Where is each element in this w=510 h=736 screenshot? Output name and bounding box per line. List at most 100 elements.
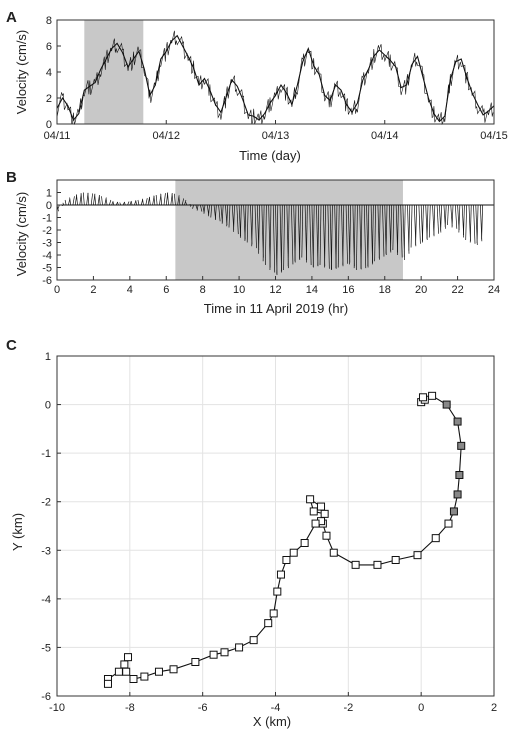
panel-b-vector-stick <box>440 204 443 231</box>
panel-c-marker <box>442 400 451 409</box>
panel-c-ytick-label: 1 <box>45 351 51 363</box>
panel-b-vector-stick <box>101 196 103 206</box>
panel-b-vector-stick <box>312 204 315 267</box>
panel-b-vector-stick <box>200 204 203 212</box>
panel-c-xtick-label: -10 <box>49 702 65 714</box>
panel-b-label: B <box>6 169 17 186</box>
panel-b-vector-stick <box>418 204 421 244</box>
panel-b-vector-stick <box>87 193 90 206</box>
panel-c-marker <box>269 609 278 618</box>
panel-c-marker <box>322 531 331 540</box>
panel-b-vector-stick <box>299 204 301 259</box>
panel-c-marker <box>311 519 320 528</box>
panel-b-ytick-label: -3 <box>42 238 52 250</box>
panel-b-vector-stick <box>363 204 367 269</box>
panel-b-ytick-label: -6 <box>42 275 52 287</box>
panel-c-marker <box>220 648 229 657</box>
panel-b-vector-stick <box>240 204 242 238</box>
panel-b-vector-stick <box>317 204 320 266</box>
panel-b-xtick-label: 10 <box>233 284 245 296</box>
panel-c-marker <box>320 509 329 518</box>
panel-b-vector-stick <box>130 200 133 206</box>
panel-c-marker <box>453 417 462 426</box>
panel-b-ytick-label: -2 <box>42 225 52 237</box>
panel-b-vector-stick <box>349 204 351 265</box>
panel-c-marker <box>457 441 466 450</box>
panel-b-vector-stick <box>287 204 290 267</box>
panel-b-vector-stick <box>469 204 472 243</box>
panel-c-marker <box>103 679 112 688</box>
panel-b-vector-stick <box>337 204 340 268</box>
panel-c-ytick-label: -3 <box>41 545 51 557</box>
panel-b-vector-stick <box>112 201 115 206</box>
panel-c-marker <box>300 539 309 547</box>
panel-c-xtick-label: -2 <box>343 702 353 714</box>
panel-b-vector-stick <box>372 204 374 263</box>
panel-b-xtick-label: 6 <box>163 284 169 296</box>
panel-b-vector-stick <box>184 199 187 206</box>
panel-b-xtick-label: 2 <box>90 284 96 296</box>
panel-c-xtick-label: -4 <box>271 702 281 714</box>
panel-b-vector-stick <box>181 198 185 206</box>
panel-c-ytick-label: -6 <box>41 691 51 703</box>
panel-c-marker <box>249 636 258 645</box>
panel-b-ytick-label: 1 <box>46 188 52 200</box>
panel-a: A 0 2 4 6 8 04/11 04/12 04/13 04/14 04/15 Time (d… <box>6 9 508 163</box>
panel-c-marker <box>140 672 149 681</box>
panel-c-marker <box>453 490 462 499</box>
panel-b-xtick-label: 16 <box>342 284 354 296</box>
panel-b-vector-stick <box>458 204 461 233</box>
panel-c-xlabel: X (km) <box>253 714 291 729</box>
panel-c-ytick-label: -5 <box>41 642 51 654</box>
panel-b-vector-stick <box>345 204 348 264</box>
panel-c-marker <box>413 551 422 560</box>
panel-c-xtick-label: 2 <box>491 702 497 714</box>
panel-b-vector-stick <box>306 204 308 263</box>
panel-b-vector-stick <box>382 204 385 257</box>
panel-a-ytick-label: 2 <box>46 93 52 105</box>
panel-b-vector-stick <box>104 197 107 206</box>
panel-b-vector-stick <box>301 204 304 258</box>
panel-b-vector-stick <box>145 198 148 206</box>
panel-b-vector-stick <box>171 193 174 206</box>
panel-a-xtick-label: 04/12 <box>152 130 180 142</box>
panel-a-ytick-label: 0 <box>46 119 52 131</box>
panel-b-vector-stick <box>454 204 458 229</box>
panel-b-vector-stick <box>463 204 465 238</box>
panel-c-marker <box>282 556 291 564</box>
panel-b-vector-stick <box>378 204 381 259</box>
panel-b-vector-stick <box>153 195 156 206</box>
panel-b-vector-stick <box>208 204 210 217</box>
panel-b-vector-stick <box>415 204 417 246</box>
panel-c-marker <box>154 667 163 676</box>
panel-b-vector-stick <box>342 204 345 266</box>
panel-b-vector-stick <box>335 204 338 269</box>
panel-c-marker <box>309 507 318 516</box>
panel-c-ylabel: Y (km) <box>10 513 25 551</box>
panel-b-vector-stick <box>119 202 122 206</box>
panel-b-shaded-region <box>175 180 403 280</box>
panel-c-marker <box>276 570 285 579</box>
panel-b-vector-stick <box>451 204 454 228</box>
panel-a-series-noise <box>56 30 494 126</box>
panel-b-vector-stick <box>426 204 429 239</box>
panel-c-marker <box>129 675 138 683</box>
panel-b-vector-stick <box>473 204 476 244</box>
panel-b-vector-stick <box>265 204 267 266</box>
panel-b-axes-box <box>56 179 495 281</box>
panel-b-vector-stick <box>244 204 247 241</box>
panel-a-xtick-label: 04/13 <box>262 130 290 142</box>
panel-b-vector-stick <box>148 196 151 206</box>
panel-a-axes-box <box>56 19 495 125</box>
panel-b-vector-stick <box>189 204 192 207</box>
panel-b-vector-stick <box>353 204 356 269</box>
panel-b-ytick-label: -4 <box>42 250 52 262</box>
panel-c-marker <box>329 548 338 557</box>
panel-b-xtick-label: 8 <box>200 284 206 296</box>
panel-b-vector-stick <box>465 204 468 241</box>
panel-c-marker <box>120 660 129 669</box>
panel-b-vector-stick <box>397 204 399 256</box>
panel-a-xlabel: Time (day) <box>239 148 301 163</box>
panel-c-marker <box>273 587 282 596</box>
